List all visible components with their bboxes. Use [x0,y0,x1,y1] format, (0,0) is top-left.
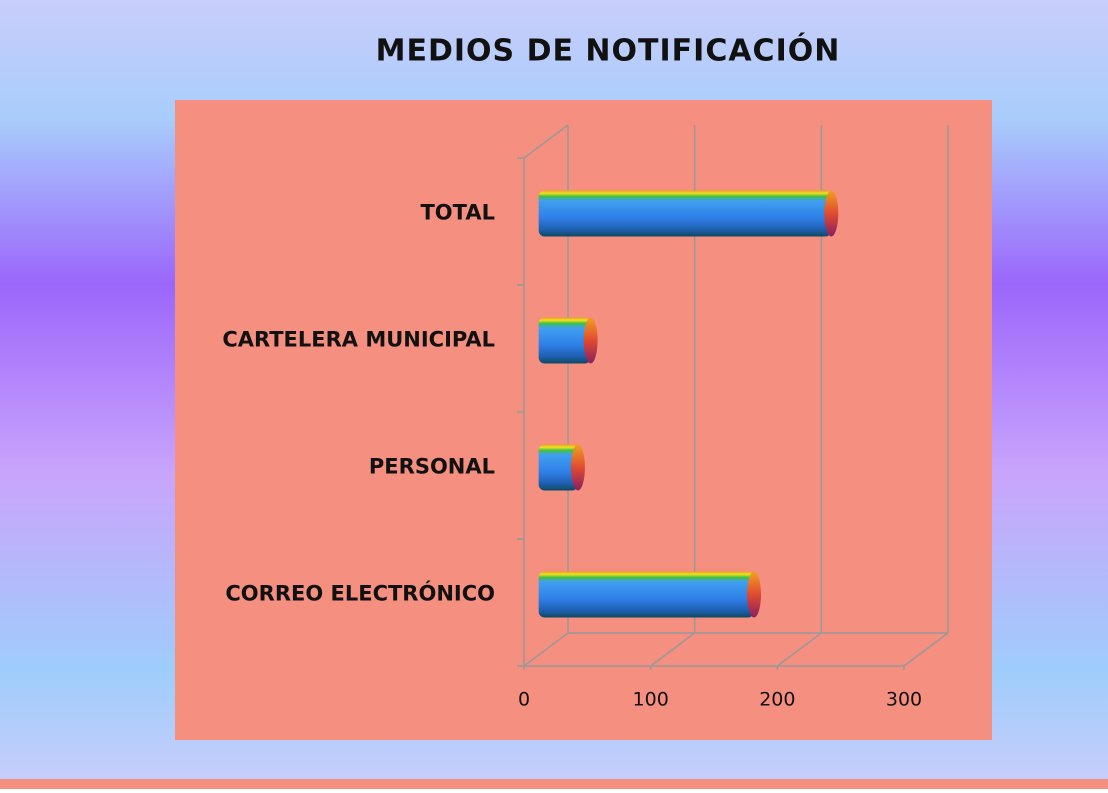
bar [538,571,754,618]
x-tick-label: 300 [886,689,922,711]
bar-cap [747,571,761,618]
y-tick-label: TOTAL [420,201,495,225]
bar [538,317,591,364]
y-tick-label: CORREO ELECTRÓNICO [225,581,495,606]
grid-floor-line [523,632,569,667]
grid-floor-line [903,632,949,667]
bottom-strip [0,779,1108,789]
bar-cap [570,444,585,491]
x-tick-label: 100 [633,689,669,711]
chart-title: MEDIOS DE NOTIFICACIÓN [376,32,841,69]
bar [538,444,578,491]
x-tick-label: 0 [518,689,530,711]
y-tick-label: PERSONAL [369,455,495,479]
grid-floor-line [776,632,822,667]
grid-floor-line [650,632,696,667]
x-tick-label: 200 [759,689,795,711]
bar [538,190,832,237]
bar-cap [583,317,598,364]
axis-edge [523,124,569,159]
y-tick-label: CARTELERA MUNICIPAL [222,328,495,352]
bar-cap [824,190,839,237]
